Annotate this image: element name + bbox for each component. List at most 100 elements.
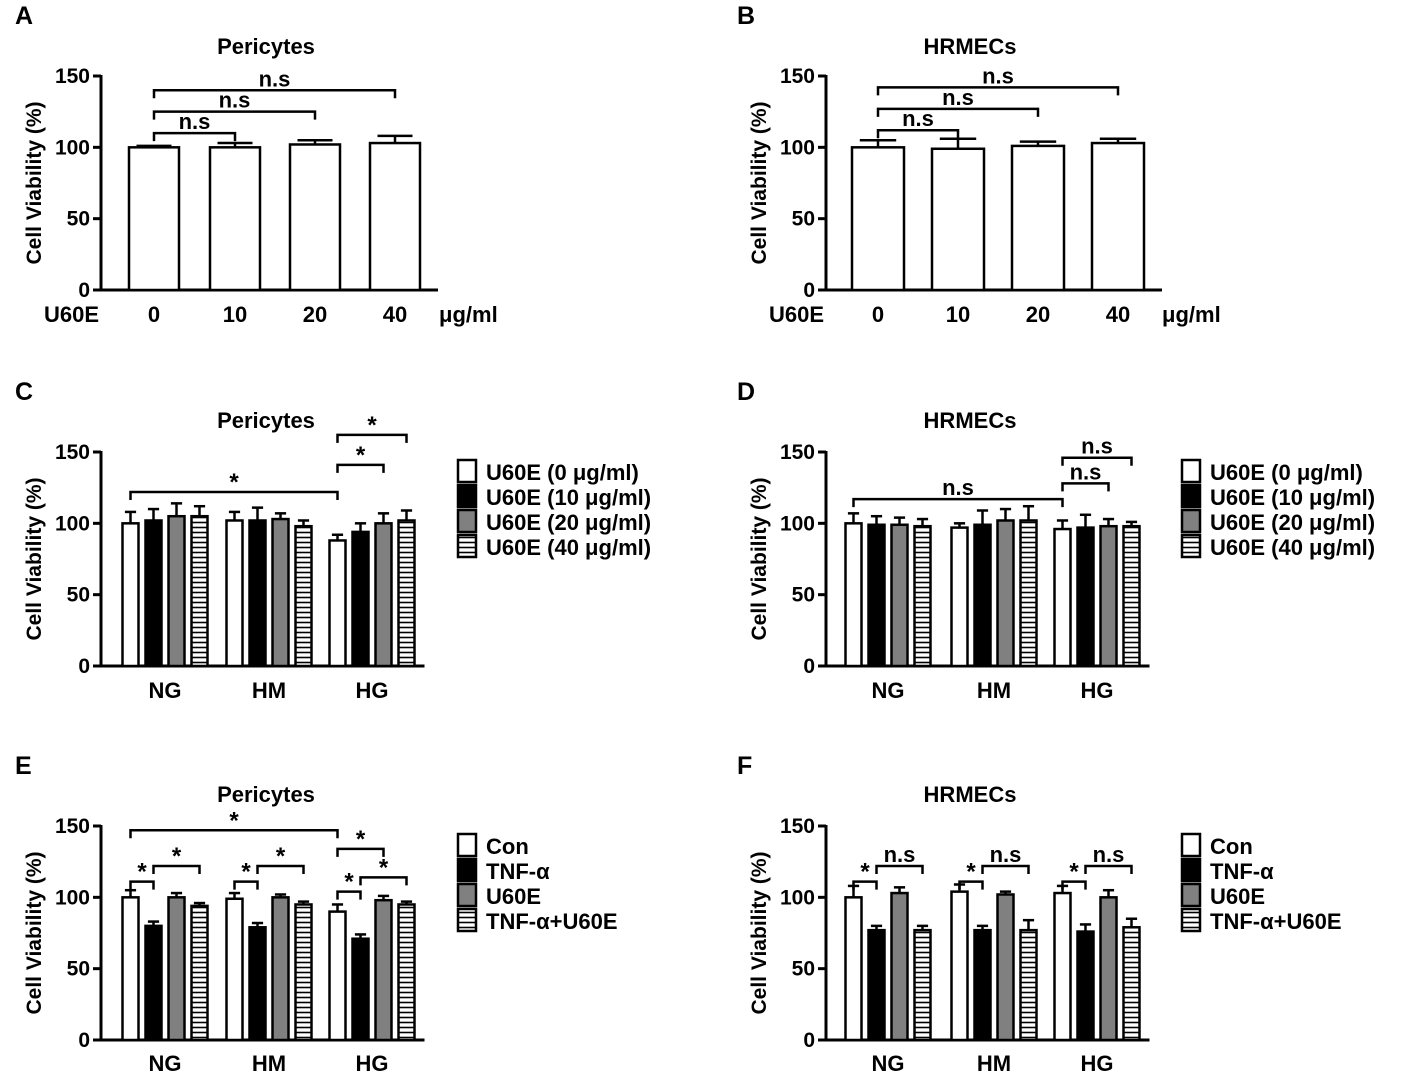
significance-label: n.s bbox=[942, 475, 974, 500]
significance-bracket bbox=[152, 89, 397, 99]
legend-swatch bbox=[1180, 832, 1202, 858]
y-tick-label: 100 bbox=[780, 512, 815, 535]
bar bbox=[271, 896, 290, 1042]
legend-swatch bbox=[456, 882, 478, 908]
significance-label: n.s bbox=[1093, 842, 1125, 867]
legend-label: U60E (0 μg/ml) bbox=[486, 460, 639, 485]
bar bbox=[271, 517, 290, 668]
bar bbox=[351, 530, 370, 668]
bar bbox=[351, 937, 370, 1042]
bar bbox=[1099, 896, 1118, 1042]
legend-swatch bbox=[1180, 907, 1202, 933]
y-tick-label: 150 bbox=[55, 65, 90, 88]
significance-bracket bbox=[876, 107, 1040, 117]
bar bbox=[930, 147, 986, 292]
y-tick-label: 0 bbox=[78, 655, 90, 678]
x-tick-label: HM bbox=[977, 678, 1011, 703]
bar bbox=[294, 903, 313, 1042]
panel-a: A Pericytes Cell Viability (%) 0 50 100 150 0 10… bbox=[15, 2, 498, 327]
panel-letter: A bbox=[15, 2, 33, 30]
bar bbox=[844, 522, 863, 668]
significance-bracket bbox=[152, 131, 237, 142]
bar bbox=[844, 896, 863, 1042]
significance-bracket bbox=[876, 128, 960, 139]
significance-label: n.s bbox=[990, 842, 1022, 867]
bar bbox=[225, 897, 244, 1042]
bar bbox=[374, 898, 393, 1042]
bar bbox=[1019, 519, 1038, 668]
legend-swatch bbox=[456, 508, 478, 534]
y-axis-label: Cell Viability (%) bbox=[23, 852, 46, 1015]
legend-label: TNF-α bbox=[486, 859, 550, 884]
legend-swatch bbox=[1180, 458, 1202, 484]
x-tick-label: 0 bbox=[148, 302, 160, 327]
chart-title: Pericytes bbox=[217, 34, 315, 59]
significance-label: n.s bbox=[219, 88, 251, 113]
y-tick-label: 50 bbox=[67, 958, 90, 981]
legend-label: U60E (20 μg/ml) bbox=[486, 510, 651, 535]
significance-label: n.s bbox=[884, 842, 916, 867]
legend-swatch bbox=[456, 483, 478, 509]
significance-bracket bbox=[359, 876, 408, 886]
legend-swatch bbox=[1180, 857, 1202, 883]
significance-label: n.s bbox=[1070, 459, 1102, 484]
bar bbox=[867, 523, 886, 668]
significance-bracket bbox=[1061, 456, 1133, 466]
bar bbox=[973, 523, 992, 668]
legend-label: Con bbox=[1210, 834, 1253, 859]
significance-bracket bbox=[958, 880, 984, 890]
chart-title: HRMECs bbox=[924, 408, 1017, 433]
x-tick-label: HG bbox=[1081, 678, 1114, 703]
panel-e: E Pericytes Cell Viability (%) 0 50 100 150 NG H… bbox=[15, 752, 618, 1072]
bar bbox=[144, 519, 163, 668]
chart-title: Pericytes bbox=[217, 782, 315, 807]
x-tick-label: NG bbox=[149, 678, 182, 703]
panel-letter: E bbox=[15, 752, 32, 780]
bar bbox=[913, 524, 932, 668]
bar bbox=[328, 910, 347, 1042]
chart-title: HRMECs bbox=[924, 782, 1017, 807]
significance-label: * bbox=[379, 854, 389, 881]
significance-bracket bbox=[852, 497, 1064, 508]
bar bbox=[127, 146, 181, 292]
bar bbox=[890, 891, 909, 1042]
legend-swatch bbox=[1180, 882, 1202, 908]
y-tick-label: 100 bbox=[55, 886, 90, 909]
x-tick-label: HG bbox=[356, 1051, 389, 1072]
y-axis-label: Cell Viability (%) bbox=[23, 102, 46, 265]
bar bbox=[1122, 524, 1141, 668]
legend-swatch bbox=[456, 907, 478, 933]
panel-letter: D bbox=[737, 378, 755, 406]
y-tick-label: 50 bbox=[792, 208, 815, 231]
significance-bracket bbox=[129, 880, 155, 890]
x-tick-label: 20 bbox=[303, 302, 327, 327]
legend-swatch bbox=[1180, 483, 1202, 509]
bar bbox=[850, 146, 906, 292]
significance-label: * bbox=[860, 859, 870, 886]
x-tick-label: HM bbox=[977, 1051, 1011, 1072]
x-tick-label: NG bbox=[872, 1051, 905, 1072]
bar bbox=[288, 143, 342, 292]
significance-bracket bbox=[876, 86, 1120, 96]
legend-label: TNF-α+U60E bbox=[1210, 909, 1342, 934]
significance-label: * bbox=[966, 859, 976, 886]
y-axis-label: Cell Viability (%) bbox=[23, 478, 46, 641]
bar bbox=[328, 539, 347, 668]
legend-label: U60E bbox=[486, 884, 541, 909]
significance-label: * bbox=[137, 859, 147, 886]
legend-label: U60E (40 μg/ml) bbox=[486, 535, 651, 560]
legend-label: U60E bbox=[1210, 884, 1265, 909]
bar bbox=[1076, 526, 1095, 668]
bar bbox=[294, 524, 313, 668]
bar bbox=[1122, 926, 1141, 1042]
x-tick-label: 10 bbox=[946, 302, 970, 327]
panel-letter: F bbox=[737, 752, 752, 780]
significance-bracket bbox=[129, 490, 339, 500]
significance-label: * bbox=[1069, 859, 1079, 886]
bar bbox=[1076, 930, 1095, 1042]
bar bbox=[225, 519, 244, 668]
legend-label: U60E (10 μg/ml) bbox=[486, 485, 651, 510]
y-tick-label: 0 bbox=[803, 1029, 815, 1052]
